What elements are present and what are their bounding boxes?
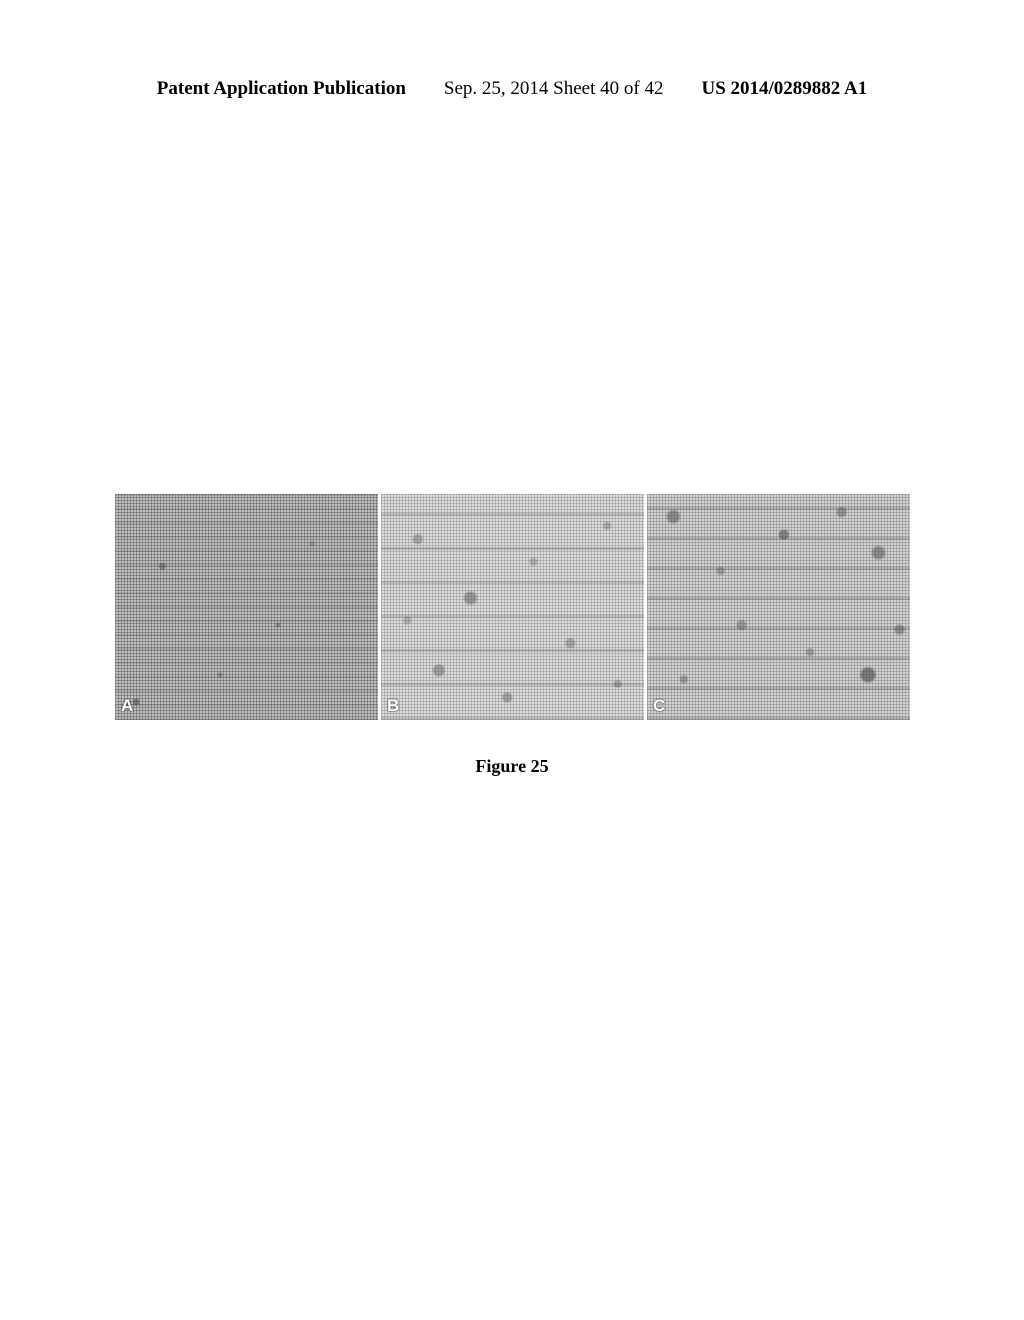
panel-a-label: A [121, 696, 133, 716]
panel-c-texture [647, 494, 910, 720]
figure-panel-c: C [647, 494, 910, 720]
header-publication-number: US 2014/0289882 A1 [701, 78, 867, 100]
panel-b-texture [381, 494, 644, 720]
panel-c-label: C [653, 696, 665, 716]
page-header: Patent Application Publication Sep. 25, … [0, 78, 1024, 100]
figure-panels: A B C [115, 494, 910, 720]
figure-panel-b: B [381, 494, 644, 720]
panel-b-label: B [387, 696, 399, 716]
panel-a-texture [115, 494, 378, 720]
figure-panel-a: A [115, 494, 378, 720]
header-date-sheet: Sep. 25, 2014 Sheet 40 of 42 [444, 78, 664, 100]
figure-caption: Figure 25 [0, 756, 1024, 777]
header-publication-type: Patent Application Publication [157, 78, 406, 100]
